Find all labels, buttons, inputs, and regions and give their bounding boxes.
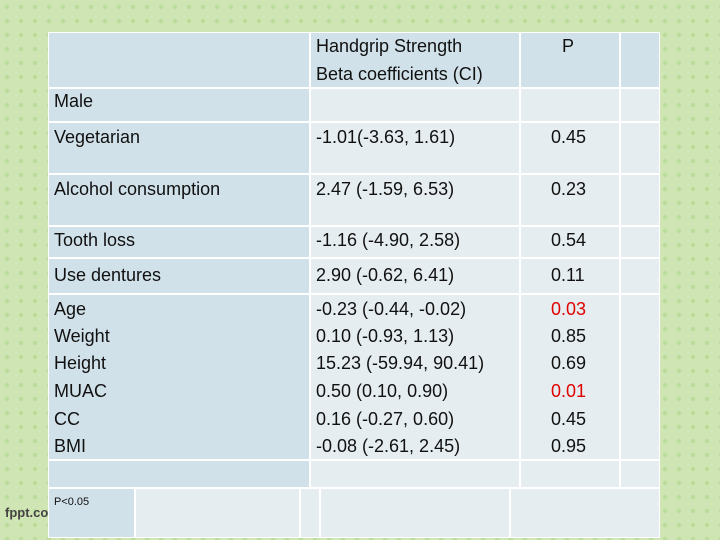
table-cell <box>520 32 620 88</box>
footnote: P<0.05 <box>54 496 90 508</box>
footer-logo: fppt.com <box>5 505 60 520</box>
header-text: Handgrip Strength <box>316 36 463 56</box>
header-text: P <box>562 36 575 56</box>
table-cell <box>48 88 310 122</box>
table-cell <box>620 122 660 174</box>
row-label: Use dentures <box>54 265 162 285</box>
beta-value: 0.50 (0.10, 0.90) <box>316 381 449 401</box>
row-label: Vegetarian <box>54 127 141 147</box>
table-cell <box>300 488 320 538</box>
beta-value: -1.01(-3.63, 1.61) <box>316 127 456 147</box>
table-cell <box>520 294 620 460</box>
table-cell <box>320 488 510 538</box>
row-label: Alcohol consumption <box>54 179 221 199</box>
table-cell <box>310 258 520 294</box>
beta-value: -0.23 (-0.44, -0.02) <box>316 299 467 319</box>
table-cell <box>520 226 620 258</box>
table-cell <box>620 294 660 460</box>
p-value: 0.23 <box>551 179 587 199</box>
p-value: 0.01 <box>551 381 587 401</box>
table-cell <box>48 460 310 488</box>
table-cell <box>310 32 520 88</box>
table-cell <box>310 174 520 226</box>
table-cell <box>135 488 300 538</box>
p-value: 0.69 <box>551 353 587 373</box>
row-label: MUAC <box>54 381 107 401</box>
table-cell <box>310 294 520 460</box>
beta-value: 0.16 (-0.27, 0.60) <box>316 409 455 429</box>
table-cell <box>520 460 620 488</box>
table-cell <box>520 122 620 174</box>
table-cell <box>620 226 660 258</box>
table-cell <box>620 460 660 488</box>
beta-value: 0.10 (-0.93, 1.13) <box>316 326 455 346</box>
beta-value: -1.16 (-4.90, 2.58) <box>316 230 461 250</box>
table-cell <box>48 122 310 174</box>
row-label: Age <box>54 299 87 319</box>
table-cell <box>620 258 660 294</box>
table-cell <box>310 88 520 122</box>
row-label: Weight <box>54 326 110 346</box>
table-cell <box>48 258 310 294</box>
table-cell <box>48 488 135 538</box>
table-cell <box>48 174 310 226</box>
p-value: 0.85 <box>551 326 587 346</box>
table-cell <box>520 88 620 122</box>
table-cell <box>310 226 520 258</box>
row-label: BMI <box>54 436 87 456</box>
table-cell <box>510 488 660 538</box>
beta-value: 2.47 (-1.59, 6.53) <box>316 179 455 199</box>
table-cell <box>48 294 310 460</box>
beta-value: 15.23 (-59.94, 90.41) <box>316 353 485 373</box>
table-cell <box>310 122 520 174</box>
table-cell <box>48 32 310 88</box>
p-value: 0.95 <box>551 436 587 456</box>
p-value: 0.54 <box>551 230 587 250</box>
p-value: 0.45 <box>551 127 587 147</box>
row-label: Tooth loss <box>54 230 136 250</box>
p-value: 0.03 <box>551 299 587 319</box>
table-cell <box>620 88 660 122</box>
table-cell <box>520 258 620 294</box>
p-value: 0.11 <box>551 265 585 285</box>
p-value: 0.45 <box>551 409 587 429</box>
table-cell <box>520 174 620 226</box>
section-label: Male <box>54 91 94 111</box>
table-cell <box>620 32 660 88</box>
table-cell <box>310 460 520 488</box>
row-label: CC <box>54 409 80 429</box>
table-cell <box>620 174 660 226</box>
row-label: Height <box>54 353 107 373</box>
table-cell <box>48 226 310 258</box>
beta-value: -0.08 (-2.61, 2.45) <box>316 436 461 456</box>
header-text: Beta coefficients (CI) <box>316 64 483 84</box>
beta-value: 2.90 (-0.62, 6.41) <box>316 265 455 285</box>
